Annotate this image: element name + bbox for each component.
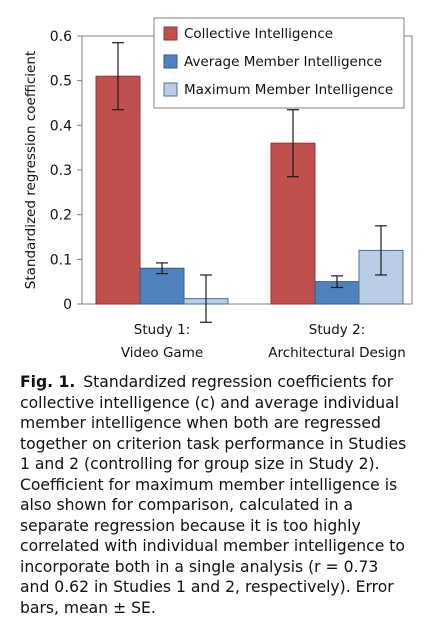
chart-legend: Collective Intelligence Average Member In…: [153, 17, 405, 109]
category-label-line2: Architectural Design: [268, 345, 406, 361]
category-label-line1: Study 1:: [134, 322, 190, 338]
y-tick-label: 0.5: [50, 74, 72, 90]
legend-label: Collective Intelligence: [184, 26, 333, 42]
chart-axes: 0 0.1 0.2 0.3 0.4 0.5 0.6 Standardized regressi…: [23, 29, 413, 361]
figure-caption: Fig. 1. Standardized regression coeffici…: [20, 372, 412, 618]
y-tick-label: 0: [63, 297, 72, 313]
y-axis-label: Standardized regression coefficient: [23, 51, 39, 289]
caption-text: Standardized regression coefficients for…: [20, 373, 407, 617]
y-tick-label: 0.2: [50, 208, 72, 224]
y-tick-label: 0.1: [50, 252, 72, 268]
legend-label: Maximum Member Intelligence: [184, 82, 393, 98]
category-label-line1: Study 2:: [309, 322, 365, 338]
chart-bars: [95, 42, 404, 323]
category-label-line2: Video Game: [121, 345, 203, 361]
legend-box: [153, 17, 405, 109]
y-tick-label: 0.3: [50, 163, 72, 179]
y-tick-label: 0.6: [50, 29, 72, 45]
bar-chart: 0 0.1 0.2 0.3 0.4 0.5 0.6 Standardized regressi…: [23, 17, 413, 361]
y-tick-label: 0.4: [50, 118, 72, 134]
figure-label: Fig. 1.: [20, 373, 76, 391]
legend-label: Average Member Intelligence: [184, 54, 382, 70]
legend-swatch: [163, 54, 178, 69]
legend-swatch: [163, 26, 178, 41]
legend-swatch: [163, 82, 178, 97]
bar: [95, 75, 141, 305]
